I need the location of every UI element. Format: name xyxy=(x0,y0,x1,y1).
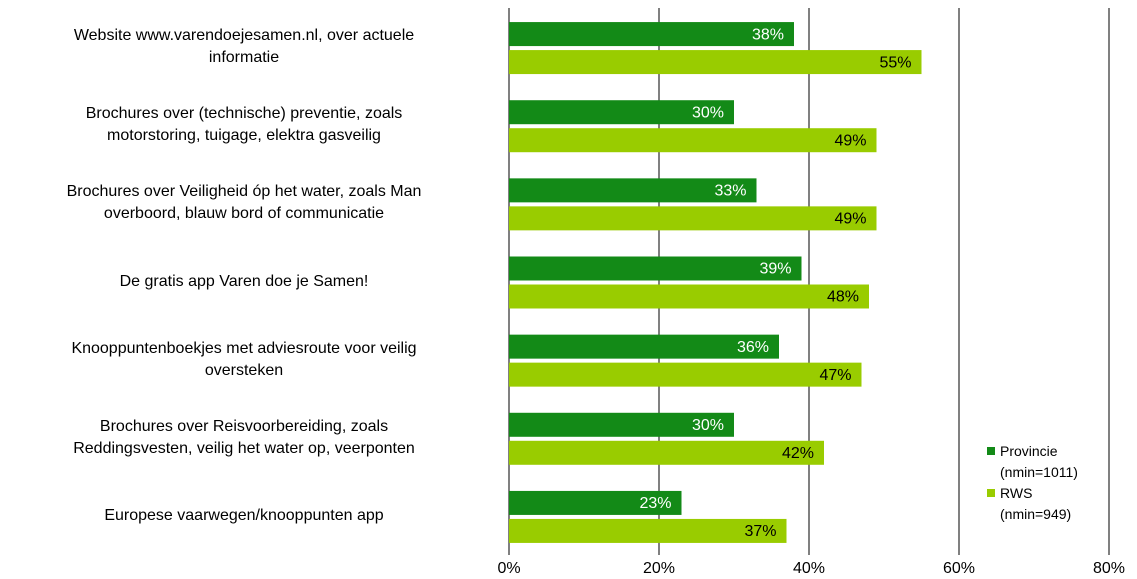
category-label: Website www.varendoejesamen.nl, over act… xyxy=(73,27,415,67)
value-label: 47% xyxy=(819,367,851,384)
bar xyxy=(509,178,757,203)
value-label: 42% xyxy=(782,445,814,462)
bar xyxy=(509,334,779,359)
category-label: Brochures over Reisvoorbereiding, zoals … xyxy=(73,417,415,457)
value-label: 30% xyxy=(692,417,724,434)
legend-swatch xyxy=(987,447,995,455)
bar xyxy=(509,284,869,309)
value-label: 49% xyxy=(834,132,866,149)
x-tick-label: 80% xyxy=(1093,560,1125,577)
bar xyxy=(509,22,794,47)
x-tick-label: 20% xyxy=(643,560,675,577)
bar xyxy=(509,100,734,125)
legend-label: Provincie (nmin=1011) xyxy=(1000,443,1078,480)
value-label: 38% xyxy=(752,26,784,43)
x-tick-label: 0% xyxy=(497,560,520,577)
bar xyxy=(509,206,877,231)
x-tick-label: 60% xyxy=(943,560,975,577)
legend-label: RWS (nmin=949) xyxy=(1000,485,1072,522)
value-label: 48% xyxy=(827,289,859,306)
value-label: 37% xyxy=(744,523,776,540)
value-label: 30% xyxy=(692,104,724,121)
category-label: Knooppuntenboekjes met adviesroute voor … xyxy=(71,339,417,379)
bar xyxy=(509,490,682,515)
category-label: Brochures over Veiligheid óp het water, … xyxy=(66,183,422,223)
bar xyxy=(509,256,802,281)
value-label: 33% xyxy=(714,183,746,200)
bar xyxy=(509,128,877,153)
bar xyxy=(509,440,824,465)
bar xyxy=(509,50,922,75)
category-label: De gratis app Varen doe je Samen! xyxy=(119,272,369,290)
bar xyxy=(509,412,734,437)
bar xyxy=(509,518,787,543)
legend-swatch xyxy=(987,489,995,497)
category-label: Europese vaarwegen/knooppunten app xyxy=(104,506,384,524)
x-tick-label: 40% xyxy=(793,560,825,577)
value-label: 39% xyxy=(759,261,791,278)
category-label: Brochures over (technische) preventie, z… xyxy=(85,105,403,145)
value-label: 49% xyxy=(834,211,866,228)
bar xyxy=(509,362,862,387)
value-label: 55% xyxy=(879,54,911,71)
value-label: 36% xyxy=(737,339,769,356)
value-label: 23% xyxy=(639,495,671,512)
